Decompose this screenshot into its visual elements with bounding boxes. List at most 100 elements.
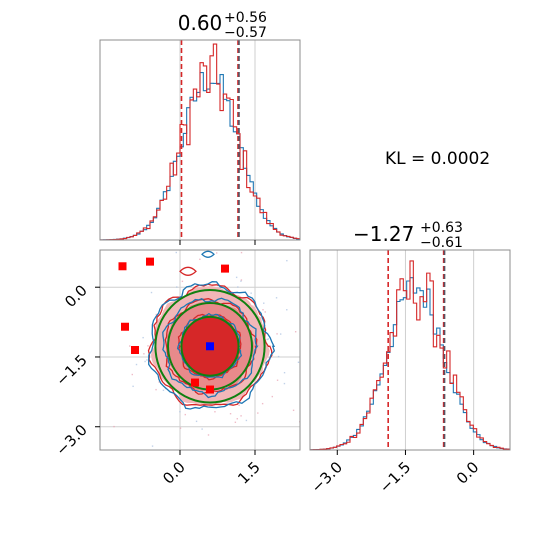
histogram-blue-series bbox=[310, 277, 510, 451]
x-tick-label: 1.5 bbox=[234, 458, 264, 488]
scatter-point bbox=[240, 280, 242, 282]
x-tick-label: −1.5 bbox=[376, 458, 414, 496]
scatter-point bbox=[294, 331, 297, 333]
red-marker bbox=[131, 346, 139, 354]
scatter-point bbox=[175, 251, 177, 254]
scatter-point bbox=[297, 361, 300, 363]
scatter-point bbox=[142, 336, 144, 339]
scatter-point bbox=[240, 279, 243, 281]
scatter-point bbox=[250, 292, 252, 294]
red-marker bbox=[118, 262, 127, 271]
scatter-point bbox=[147, 345, 149, 347]
y-tick-label: −1.5 bbox=[52, 351, 90, 389]
scatter-point bbox=[235, 276, 238, 279]
title-minus: −0.61 bbox=[420, 235, 463, 251]
scatter-point bbox=[240, 415, 242, 417]
scatter-point bbox=[275, 297, 278, 299]
scatter-point bbox=[279, 333, 282, 335]
red-marker bbox=[206, 385, 214, 394]
contour-line-blue bbox=[162, 297, 259, 399]
panel-frame bbox=[99, 249, 301, 451]
scatter-point bbox=[214, 411, 216, 413]
scatter-point bbox=[201, 428, 203, 430]
scatter-point bbox=[155, 388, 157, 391]
scatter-point bbox=[283, 382, 286, 385]
scatter-point bbox=[128, 345, 131, 347]
scatter-point bbox=[245, 419, 248, 422]
scatter-point bbox=[184, 413, 186, 416]
scatter-point bbox=[162, 389, 165, 392]
scatter-point bbox=[319, 304, 320, 305]
scatter-point bbox=[195, 244, 196, 245]
scatter-point bbox=[151, 343, 154, 345]
scatter-point bbox=[181, 280, 184, 283]
scatter-point bbox=[199, 258, 201, 261]
histogram-red-series bbox=[100, 43, 300, 241]
panel-frame bbox=[99, 39, 301, 241]
scatter-point bbox=[231, 291, 233, 293]
scatter-point bbox=[144, 360, 146, 363]
scatter-point bbox=[143, 353, 145, 355]
red-marker bbox=[146, 257, 154, 266]
scatter-point bbox=[207, 434, 210, 436]
blue-marker bbox=[206, 342, 214, 351]
scatter-point bbox=[264, 311, 266, 313]
scatter-point bbox=[257, 412, 259, 414]
title-value: 0.60 bbox=[178, 11, 223, 35]
scatter-point bbox=[283, 371, 286, 374]
scatter-point bbox=[132, 385, 134, 388]
scatter-point bbox=[261, 402, 264, 405]
scatter-point bbox=[262, 309, 264, 311]
scatter-point bbox=[146, 359, 148, 361]
scatter-point bbox=[179, 427, 182, 429]
scatter-point bbox=[248, 454, 249, 455]
red-marker bbox=[191, 378, 199, 387]
scatter-point bbox=[234, 421, 237, 423]
scatter-point bbox=[78, 391, 79, 392]
scatter-point bbox=[277, 355, 280, 358]
histogram-panel-param2: −3.0 −1.5 0.0 bbox=[308, 249, 511, 497]
scatter-point bbox=[286, 309, 288, 311]
histogram-panel-param1 bbox=[99, 39, 301, 245]
y-tick-label: −3.0 bbox=[52, 421, 90, 459]
contour-area bbox=[78, 244, 335, 455]
contour-panel: 0.0 1.5 0.0 −1.5 −3.0 bbox=[52, 244, 335, 488]
contour-line-blue bbox=[148, 281, 276, 410]
scatter-point bbox=[155, 313, 157, 316]
scatter-point bbox=[292, 409, 295, 412]
x-tick-label: 0.0 bbox=[453, 458, 483, 488]
x-tick-label: 0.0 bbox=[159, 458, 189, 488]
scatter-point bbox=[135, 363, 138, 366]
histogram-red-series bbox=[310, 260, 510, 451]
scatter-point bbox=[158, 381, 160, 383]
contour-line-red bbox=[164, 298, 258, 395]
contour-ellipse-green bbox=[154, 289, 266, 404]
title-minus: −0.57 bbox=[224, 25, 267, 41]
scatter-point bbox=[304, 354, 305, 355]
histogram-title-param1: 0.60 bbox=[178, 11, 223, 35]
scatter-point bbox=[236, 418, 238, 420]
scatter-point bbox=[179, 410, 181, 413]
histogram-blue-series bbox=[100, 72, 300, 241]
contour-outlier bbox=[201, 250, 215, 258]
scatter-point bbox=[286, 259, 288, 262]
panel-frame bbox=[309, 249, 511, 451]
kl-label: KL = 0.0002 bbox=[385, 149, 490, 169]
scatter-point bbox=[240, 251, 243, 254]
red-marker bbox=[121, 322, 129, 331]
scatter-point bbox=[238, 404, 240, 407]
scatter-point bbox=[268, 356, 270, 359]
scatter-point bbox=[151, 445, 154, 447]
scatter-point bbox=[176, 286, 178, 288]
scatter-point bbox=[267, 338, 270, 340]
scatter-point bbox=[266, 338, 268, 341]
y-tick-label: 0.0 bbox=[61, 281, 91, 311]
title-value: −1.27 bbox=[353, 222, 414, 246]
scatter-point bbox=[150, 291, 153, 294]
red-marker bbox=[221, 264, 229, 273]
scatter-point bbox=[334, 331, 335, 332]
scatter-point bbox=[237, 286, 239, 288]
title-plus: +0.56 bbox=[224, 10, 267, 26]
